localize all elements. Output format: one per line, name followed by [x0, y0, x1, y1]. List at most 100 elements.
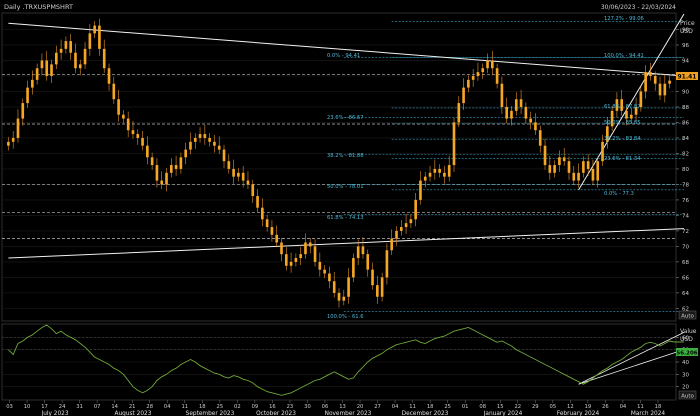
candle-body: [131, 130, 135, 135]
price-axis-unit: USD: [680, 28, 693, 35]
candle-body: [395, 230, 398, 239]
candle-body: [213, 141, 216, 146]
x-tick-label: 01: [462, 404, 469, 410]
value-last-value: 56.206: [676, 351, 697, 357]
value-axis-title: Value: [680, 328, 697, 335]
candle-body: [524, 106, 528, 119]
candle-body: [591, 168, 595, 181]
candle-body: [265, 219, 269, 228]
candle-body: [35, 68, 39, 80]
price-tick-label: 90: [682, 89, 689, 95]
candle-body: [601, 141, 604, 162]
x-tick-label: 08: [479, 404, 486, 410]
candle-body: [26, 87, 29, 104]
candle-body: [342, 296, 346, 301]
candle-body: [361, 246, 365, 255]
candle-body: [69, 41, 73, 53]
candle-body: [198, 134, 202, 138]
candle-body: [203, 134, 207, 138]
candle-body: [45, 60, 49, 76]
candle-body: [189, 141, 192, 150]
price-grid: [2, 29, 676, 309]
price-panel[interactable]: [1, 12, 677, 322]
price-axis-title: Price: [680, 20, 695, 27]
fib-label-right-236: 23.6% - 81.34: [604, 156, 641, 162]
candle-body: [510, 110, 513, 119]
candle-body: [11, 137, 15, 142]
value-line: [8, 324, 684, 396]
month-label: August 2023: [115, 411, 152, 416]
candle-body: [304, 242, 307, 255]
value-auto-button[interactable]: [678, 390, 697, 400]
fib-label-right-500: 50.0% - 85.85: [604, 120, 641, 126]
x-tick-label: 07: [94, 404, 101, 410]
candle-body: [419, 180, 422, 200]
candle-body: [74, 52, 77, 69]
candle-body: [495, 68, 499, 84]
candle-body: [567, 161, 571, 173]
price-tick-label: 72: [682, 229, 689, 235]
candle-body: [275, 234, 279, 243]
fib-label-left-382: 38.2% - 81.88: [327, 153, 364, 159]
candle-body: [620, 99, 624, 111]
price-candles: [7, 18, 671, 308]
candle-body: [399, 227, 403, 231]
candle-body: [169, 165, 173, 173]
x-axis[interactable]: 03 10 17 24 31 07 14 21 28 04 11 18 25 02 09 16 23 30 06 13…: [6, 400, 665, 416]
fib-label-left-0: 0.0% - 94.41: [327, 53, 360, 59]
candle-body: [88, 33, 92, 49]
price-trendline: [578, 13, 685, 191]
x-tick-label: 31: [76, 404, 83, 410]
candle-body: [404, 223, 408, 228]
candle-body: [385, 250, 389, 278]
candle-body: [500, 83, 504, 107]
x-tick-label: 02: [234, 404, 241, 410]
candle-body: [447, 165, 451, 177]
price-auto-button[interactable]: [678, 310, 697, 320]
candle-body: [318, 261, 322, 270]
candle-body: [289, 261, 293, 266]
candle-body: [543, 145, 547, 166]
x-tick-label: 09: [252, 404, 259, 410]
candle-body: [59, 48, 63, 53]
candle-body: [217, 145, 221, 150]
x-tick-label: 11: [637, 404, 644, 410]
month-label: December 2023: [402, 411, 449, 416]
value-tick-label: 60: [682, 335, 689, 341]
candle-body: [644, 72, 647, 92]
price-trendlines: [8, 13, 685, 259]
candle-body: [16, 118, 20, 138]
price-tick-label: 70: [682, 244, 689, 250]
candle-body: [237, 172, 240, 177]
fib-label-left-500: 50.0% - 78.01: [327, 184, 364, 190]
candle-body: [548, 165, 552, 173]
x-tick-label: 11: [409, 404, 416, 410]
x-tick-label: 18: [427, 404, 434, 410]
value-auto-label: Auto: [681, 394, 694, 400]
candle-body: [122, 114, 125, 119]
candle-body: [150, 157, 154, 166]
x-tick-label: 04: [392, 404, 399, 410]
candle-body: [193, 137, 197, 142]
x-tick-label: 25: [444, 404, 451, 410]
fibonacci-retracement: [343, 20, 684, 312]
price-last-value: 91.41: [678, 74, 697, 81]
candle-body: [141, 137, 144, 146]
x-tick-label: 30: [304, 404, 311, 410]
candle-body: [332, 281, 336, 293]
candle-body: [251, 184, 255, 197]
month-label: March 2024: [631, 411, 666, 416]
candle-body: [553, 165, 556, 173]
candle-body: [390, 238, 394, 251]
fib-label-left-100: 100.0% - 61.6: [327, 314, 364, 320]
candle-body: [629, 114, 633, 119]
candle-body: [352, 258, 355, 278]
price-tick-label: 86: [682, 120, 689, 126]
candle-body: [160, 180, 164, 185]
fib-labels: 0.0% - 94.41 23.6% - 86.67 38.2% - 81.88…: [327, 16, 644, 320]
x-tick-label: 05: [550, 404, 557, 410]
price-tick-label: 80: [682, 167, 689, 173]
x-tick-label: 14: [111, 404, 118, 410]
candle-body: [107, 68, 111, 84]
x-tick-label: 27: [374, 404, 381, 410]
